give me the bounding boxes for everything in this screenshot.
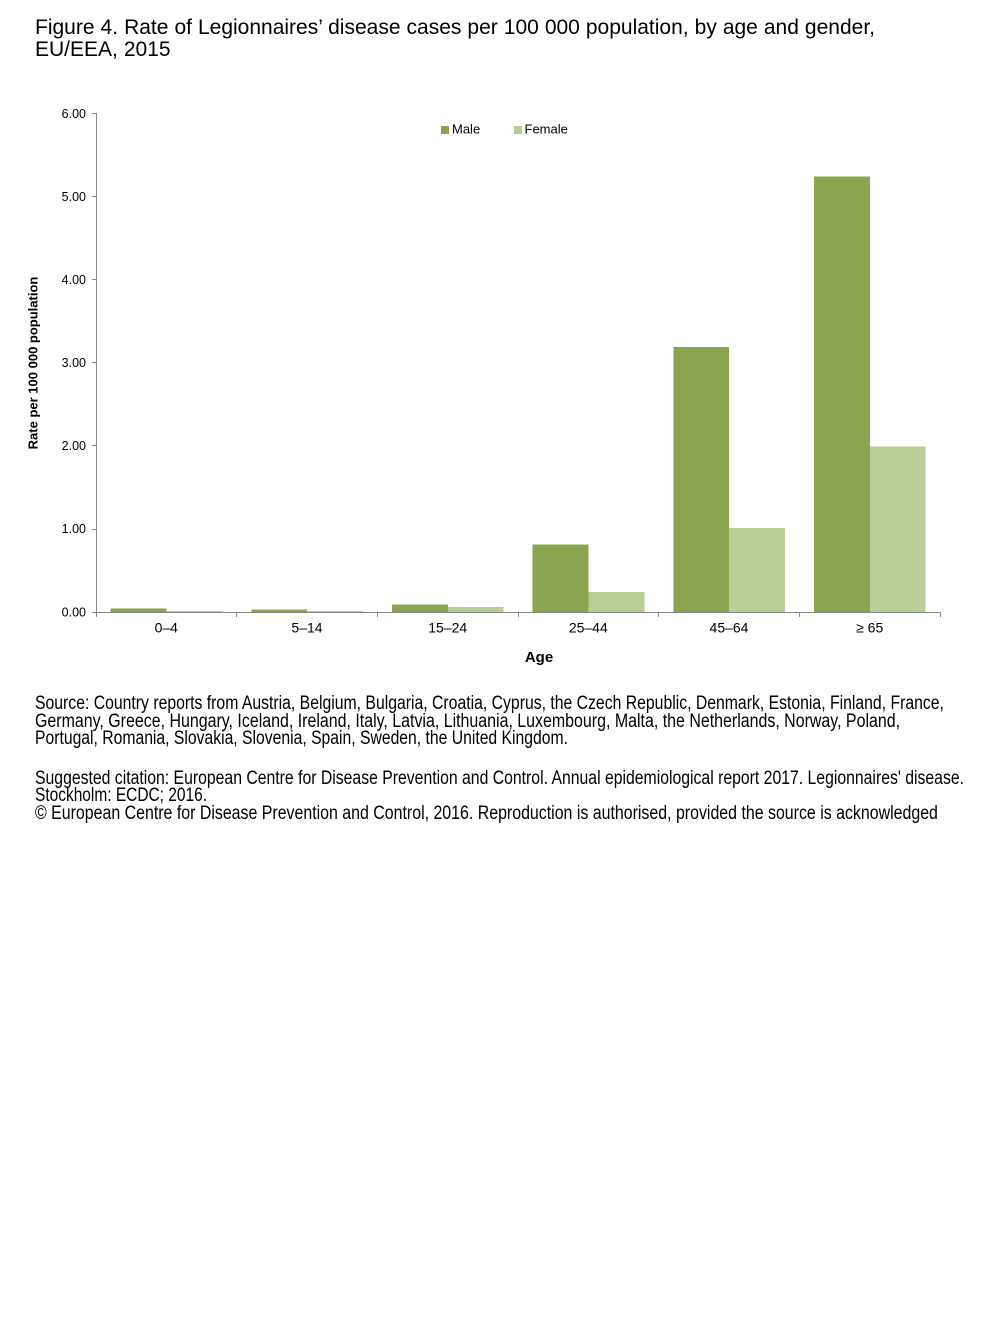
- svg-text:5–14: 5–14: [291, 619, 322, 635]
- svg-text:4.00: 4.00: [62, 273, 86, 287]
- svg-text:Male: Male: [452, 122, 480, 137]
- svg-text:Age: Age: [525, 649, 553, 666]
- svg-text:15–24: 15–24: [428, 619, 467, 635]
- svg-text:≥ 65: ≥ 65: [856, 619, 883, 635]
- svg-text:Female: Female: [525, 122, 568, 137]
- svg-text:45–64: 45–64: [710, 619, 749, 635]
- svg-text:6.00: 6.00: [62, 107, 86, 121]
- svg-text:Rate per 100 000 population: Rate per 100 000 population: [26, 277, 41, 450]
- svg-text:3.00: 3.00: [62, 356, 86, 370]
- svg-text:25–44: 25–44: [569, 619, 608, 635]
- svg-text:5.00: 5.00: [62, 190, 86, 204]
- svg-text:1.00: 1.00: [62, 522, 86, 536]
- svg-text:0.00: 0.00: [62, 605, 86, 619]
- svg-text:2.00: 2.00: [62, 439, 86, 453]
- svg-text:0–4: 0–4: [155, 619, 179, 635]
